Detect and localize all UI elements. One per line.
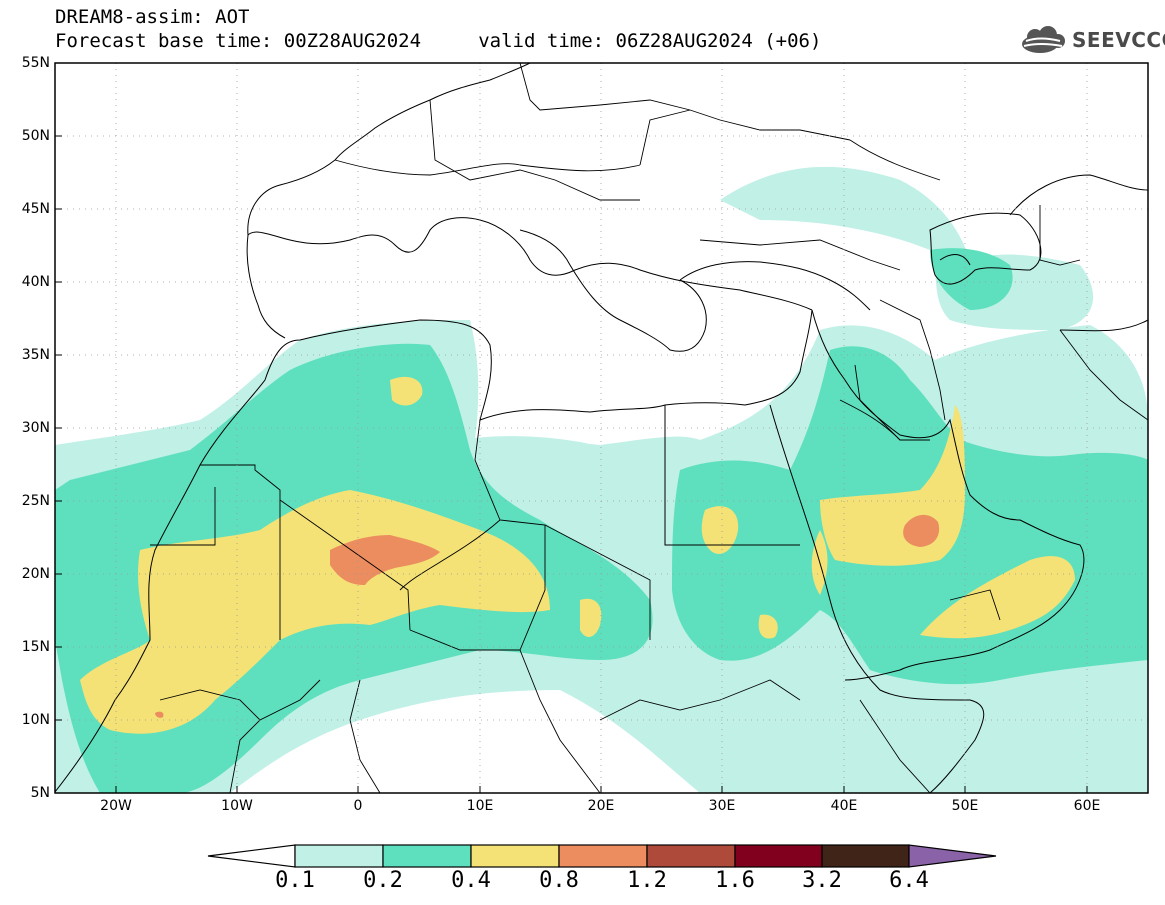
lat-label-45n: 45N (21, 201, 50, 217)
cloud-icon (1022, 26, 1065, 53)
lat-label-30n: 30N (21, 420, 50, 436)
lat-label-5n: 5N (30, 785, 50, 801)
colorbar-swatch-2 (470, 844, 560, 868)
colorbar-label-0.1: 0.1 (275, 868, 315, 893)
lon-label-50e: 50E (951, 798, 979, 814)
colorbar-label-0.8: 0.8 (539, 868, 579, 893)
logo-text: SEEVCCC (1072, 28, 1165, 52)
colorbar-swatch-0 (294, 844, 384, 868)
colorbar-swatch-6 (821, 844, 910, 868)
colorbar (207, 844, 997, 868)
colorbar-swatch-3 (558, 844, 648, 868)
colorbar-swatch-4 (646, 844, 736, 868)
lon-label-10e: 10E (466, 798, 494, 814)
lat-label-25n: 25N (21, 493, 50, 509)
lat-label-35n: 35N (21, 347, 50, 363)
colorbar-label-6.4: 6.4 (889, 868, 929, 893)
lat-label-20n: 20N (21, 566, 50, 582)
forecast-time-line: Forecast base time: 00Z28AUG2024 valid t… (55, 30, 822, 52)
graticule (55, 63, 1148, 793)
lat-label-15n: 15N (21, 639, 50, 655)
colorbar-swatch-5 (734, 844, 823, 868)
coastlines (55, 63, 1148, 793)
colorbar-swatch-1 (382, 844, 472, 868)
lat-label-10n: 10N (21, 712, 50, 728)
colorbar-label-3.2: 3.2 (802, 868, 842, 893)
lat-label-55n: 55N (21, 55, 50, 71)
lon-label-30e: 30E (708, 798, 736, 814)
colorbar-label-1.6: 1.6 (715, 868, 755, 893)
lon-label-40e: 40E (830, 798, 858, 814)
lon-label-20e: 20E (587, 798, 615, 814)
axis-ticks (55, 135, 1088, 793)
lon-label-0: 0 (353, 798, 363, 814)
colorbar-low-arrow (207, 844, 296, 868)
map-title: DREAM8-assim: AOT (55, 6, 250, 28)
lon-label-10w: 10W (221, 798, 253, 814)
colorbar-label-0.2: 0.2 (363, 868, 403, 893)
lon-label-60e: 60E (1073, 798, 1101, 814)
colorbar-label-1.2: 1.2 (627, 868, 667, 893)
lon-label-20w: 20W (100, 798, 132, 814)
aot-band-0.8 (155, 514, 940, 718)
lat-label-50n: 50N (21, 128, 50, 144)
lat-label-40n: 40N (21, 274, 50, 290)
colorbar-high-arrow (908, 844, 997, 868)
colorbar-label-0.4: 0.4 (451, 868, 491, 893)
